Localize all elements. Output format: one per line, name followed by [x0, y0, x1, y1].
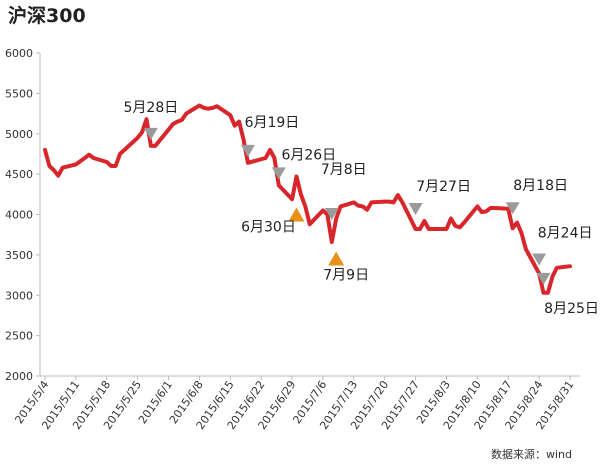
y-tick-label: 2500 — [5, 330, 33, 343]
event-label: 7月27日 — [416, 179, 471, 195]
event-marker — [328, 251, 345, 266]
y-tick-label: 4500 — [5, 168, 33, 181]
event-label: 6月26日 — [281, 147, 336, 163]
event-label: 7月8日 — [321, 162, 367, 178]
event-marker — [288, 207, 305, 222]
event-marker — [536, 272, 551, 285]
y-tick-label: 3500 — [5, 249, 33, 262]
event-marker — [240, 144, 255, 157]
event-marker — [505, 202, 520, 215]
event-label: 6月19日 — [245, 115, 300, 131]
chart-title: 沪深300 — [8, 4, 86, 27]
event-marker — [143, 127, 158, 140]
y-tick-label: 2000 — [5, 370, 33, 383]
y-tick-label: 4000 — [5, 209, 33, 222]
event-label: 8月24日 — [538, 225, 593, 241]
y-tick-label: 6000 — [5, 47, 33, 60]
event-label: 5月28日 — [124, 100, 179, 116]
event-marker — [271, 167, 286, 180]
y-tick-label: 5000 — [5, 128, 33, 141]
event-marker — [324, 207, 339, 220]
event-label: 6月30日 — [241, 220, 296, 236]
y-tick-label: 5500 — [5, 87, 33, 100]
event-label: 8月18日 — [513, 178, 568, 194]
event-marker — [408, 203, 423, 216]
source-note: 数据来源：wind — [491, 447, 572, 461]
event-marker — [532, 253, 547, 266]
price-line — [43, 103, 572, 295]
event-label: 7月9日 — [323, 268, 369, 284]
event-label: 8月25日 — [544, 301, 599, 317]
y-tick-label: 3000 — [5, 289, 33, 302]
